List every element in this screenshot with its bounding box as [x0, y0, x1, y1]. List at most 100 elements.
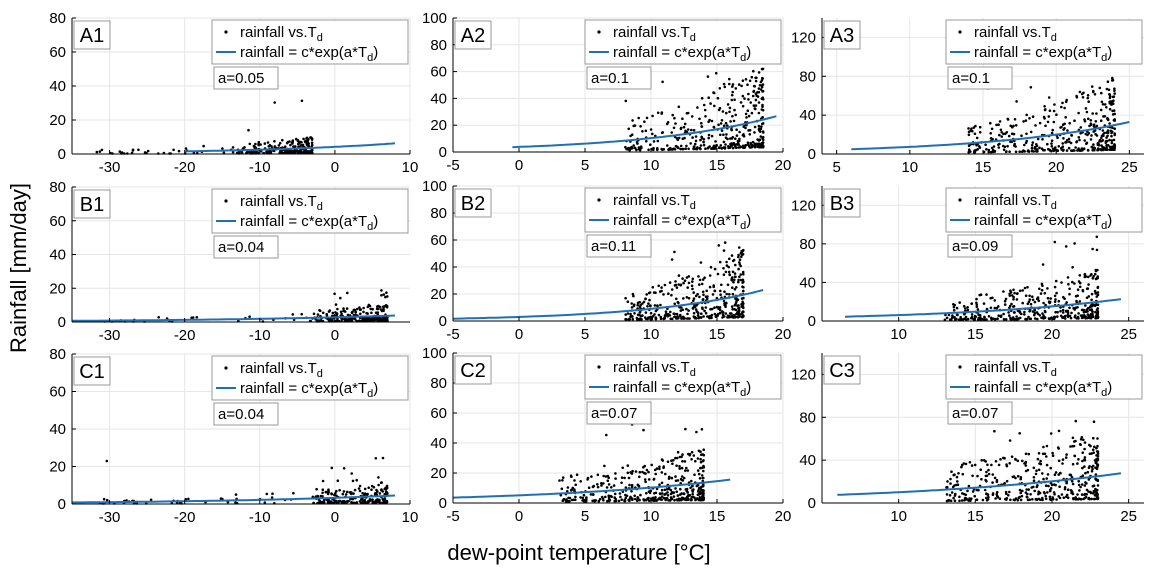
x-tick-label: -10 [249, 327, 271, 344]
data-point [370, 488, 373, 492]
data-point [638, 317, 642, 321]
data-point [627, 476, 631, 480]
data-point [710, 307, 714, 311]
data-point [1052, 316, 1056, 319]
x-tick-label: -20 [174, 327, 196, 344]
data-point [630, 302, 633, 305]
data-point [670, 288, 674, 291]
data-point [1112, 95, 1116, 98]
y-tick-label: 100 [422, 345, 447, 362]
data-point [977, 316, 980, 320]
data-point [1074, 146, 1077, 149]
data-point [700, 125, 703, 128]
data-point [701, 488, 704, 492]
data-point [621, 490, 625, 494]
data-point [1040, 316, 1043, 320]
data-point [997, 143, 1000, 146]
data-point [1016, 498, 1020, 502]
data-point [647, 291, 651, 295]
data-point [731, 146, 735, 150]
data-point [1004, 150, 1008, 154]
data-point [1032, 466, 1036, 470]
data-point [359, 312, 362, 316]
data-point [743, 97, 746, 100]
data-point [1048, 148, 1051, 152]
a-value-label: a=0.04 [218, 406, 264, 423]
data-point [737, 83, 741, 86]
data-point [987, 148, 991, 152]
data-point [575, 473, 579, 477]
data-point [381, 497, 385, 501]
data-point [365, 317, 369, 320]
legend-label-scatter: rainfall vs.Td [974, 359, 1057, 379]
data-point [1009, 498, 1012, 502]
data-point [254, 142, 257, 146]
data-point [1064, 309, 1068, 313]
data-point [1090, 292, 1094, 296]
data-point [558, 479, 561, 482]
data-point [586, 478, 589, 481]
data-point [569, 489, 573, 492]
data-point [717, 244, 721, 247]
data-point [1077, 312, 1080, 315]
data-point [713, 306, 716, 310]
data-point [1095, 446, 1098, 450]
data-point [285, 151, 289, 154]
data-point [704, 115, 707, 118]
scatter-points [624, 67, 765, 152]
data-point [730, 254, 734, 257]
data-point [1056, 310, 1059, 314]
data-point [954, 318, 957, 321]
data-point [237, 151, 241, 154]
data-point [741, 144, 745, 148]
data-point [638, 311, 642, 314]
data-point [1089, 138, 1093, 141]
data-point [1024, 317, 1027, 321]
data-point [722, 82, 726, 86]
data-point [754, 98, 758, 102]
data-point [687, 296, 691, 300]
data-point [744, 126, 747, 130]
data-point [1110, 130, 1114, 133]
data-point [370, 311, 373, 315]
y-tick-label: 40 [799, 274, 816, 291]
data-point [660, 488, 664, 492]
data-point [996, 317, 999, 321]
data-point [305, 137, 308, 140]
y-tick-label: 120 [791, 197, 816, 214]
data-point [702, 293, 705, 297]
data-point [374, 311, 378, 315]
data-point [672, 126, 676, 130]
data-point [221, 147, 224, 150]
data-point [631, 292, 635, 296]
data-point [1082, 91, 1085, 95]
data-point [1033, 300, 1037, 304]
data-point [606, 474, 610, 478]
data-point [999, 458, 1002, 461]
data-point [719, 293, 722, 297]
data-point [1110, 134, 1113, 138]
data-point [964, 307, 967, 310]
data-point [660, 481, 664, 485]
data-point [307, 150, 311, 153]
data-point [629, 471, 632, 474]
data-point [371, 307, 374, 311]
data-point [660, 111, 664, 114]
data-point [1085, 488, 1089, 492]
data-point [1073, 440, 1076, 443]
data-point [1087, 283, 1090, 286]
data-point [336, 479, 340, 483]
data-point [737, 304, 740, 307]
y-tick-label: 80 [49, 10, 66, 27]
panel-label: C3 [829, 360, 855, 382]
a-value-box [947, 66, 1013, 90]
a-value-label: a=0.11 [591, 238, 636, 255]
data-point [722, 249, 726, 252]
data-point [1009, 316, 1012, 320]
data-point [673, 302, 676, 306]
data-point [234, 493, 238, 496]
data-point [612, 484, 616, 487]
data-point [624, 496, 628, 500]
data-point [701, 484, 705, 488]
data-point [146, 149, 150, 153]
